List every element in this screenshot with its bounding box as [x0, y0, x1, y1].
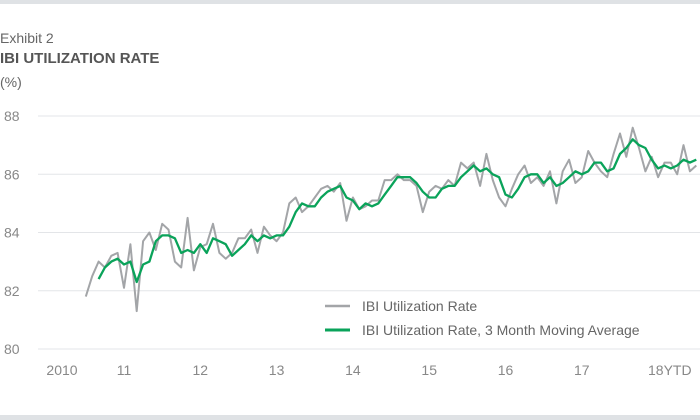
x-tick-label: 11: [117, 362, 132, 378]
x-tick-label: 16: [498, 362, 514, 378]
x-tick-label: 2010: [46, 362, 77, 378]
unit-label: (%): [0, 74, 22, 90]
series-line-utilization-rate: [84, 126, 697, 313]
legend-label: IBI Utilization Rate: [362, 298, 477, 314]
y-tick-label: 84: [4, 225, 20, 241]
exhibit-label: Exhibit 2: [0, 30, 54, 46]
x-tick-label: 17: [574, 362, 590, 378]
y-tick-label: 86: [4, 166, 20, 182]
y-tick-label: 82: [4, 283, 20, 299]
top-border: [0, 0, 700, 4]
x-tick-label: 18YTD: [648, 362, 692, 378]
x-tick-label: 12: [193, 362, 209, 378]
legend-label: IBI Utilization Rate, 3 Month Moving Ave…: [362, 322, 640, 338]
x-tick-label: 13: [269, 362, 285, 378]
chart-title: IBI UTILIZATION RATE: [0, 50, 160, 67]
x-tick-label: 15: [421, 362, 437, 378]
y-tick-label: 80: [4, 341, 20, 357]
bottom-border: [0, 415, 700, 420]
series-line-moving-average: [97, 138, 697, 284]
x-tick-label: 14: [345, 362, 361, 378]
y-tick-label: 88: [4, 108, 20, 124]
